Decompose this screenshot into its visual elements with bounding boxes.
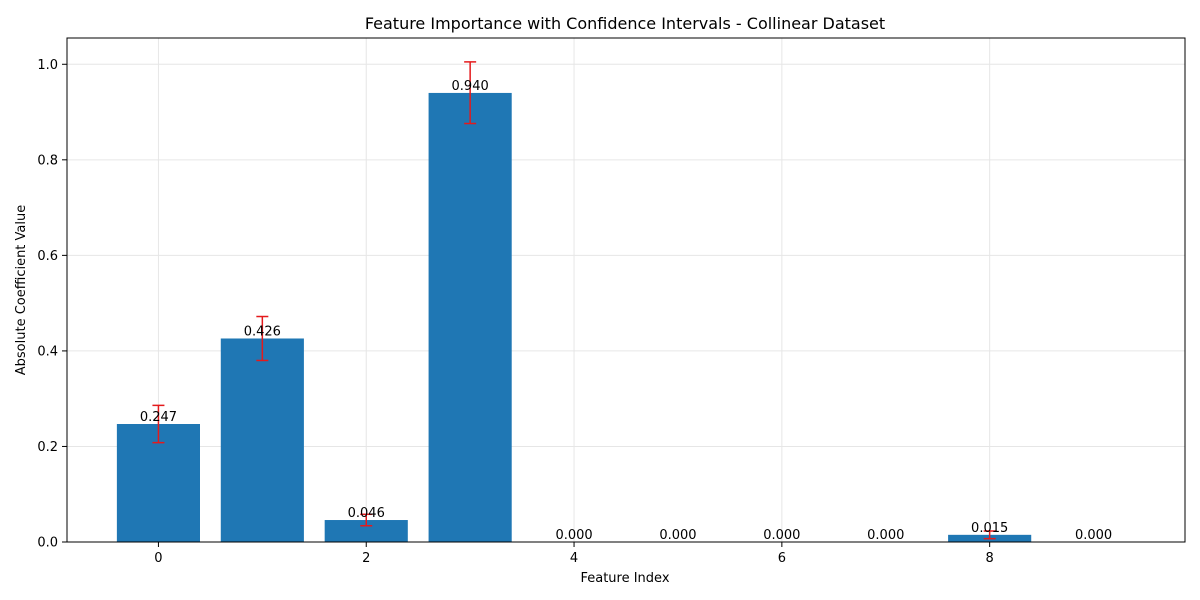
bar-value-label: 0.000 [659, 528, 696, 543]
y-tick-label: 0.8 [37, 153, 58, 168]
bar-value-label: 0.247 [140, 410, 177, 425]
chart-title: Feature Importance with Confidence Inter… [365, 14, 885, 33]
bar [428, 92, 512, 542]
bar [220, 338, 304, 542]
y-tick-label: 0.0 [37, 536, 58, 551]
y-tick-label: 0.4 [37, 344, 58, 359]
y-tick-label: 1.0 [37, 58, 58, 73]
x-axis-ticks: 0 2 4 6 8 [154, 542, 994, 566]
y-tick-label: 0.2 [37, 440, 58, 455]
bar-value-label: 0.940 [452, 79, 489, 94]
y-axis-label: Absolute Coefficient Value [14, 205, 29, 375]
x-tick-label: 2 [362, 551, 370, 566]
bar-value-label: 0.426 [244, 324, 281, 339]
bar-value-label: 0.000 [1075, 528, 1112, 543]
plot-frame [66, 37, 1186, 543]
x-tick-label: 8 [986, 551, 994, 566]
bar-value-label: 0.000 [867, 528, 904, 543]
y-axis-ticks: 0.0 0.2 0.4 0.6 0.8 1.0 [37, 58, 67, 551]
x-tick-label: 6 [778, 551, 786, 566]
error-bars [152, 61, 996, 540]
bar-value-label: 0.015 [971, 521, 1008, 536]
x-tick-label: 0 [154, 551, 162, 566]
bar-value-label: 0.000 [763, 528, 800, 543]
bar [116, 424, 200, 542]
bar [324, 520, 408, 542]
bar-value-label: 0.046 [348, 506, 385, 521]
bar-value-label: 0.000 [555, 528, 592, 543]
x-axis-label: Feature Index [580, 571, 669, 586]
bar-value-labels: 0.247 0.426 0.046 0.940 0.000 0.000 0.000 0.000… [140, 79, 1112, 543]
y-tick-label: 0.6 [37, 249, 58, 264]
x-tick-label: 4 [570, 551, 578, 566]
